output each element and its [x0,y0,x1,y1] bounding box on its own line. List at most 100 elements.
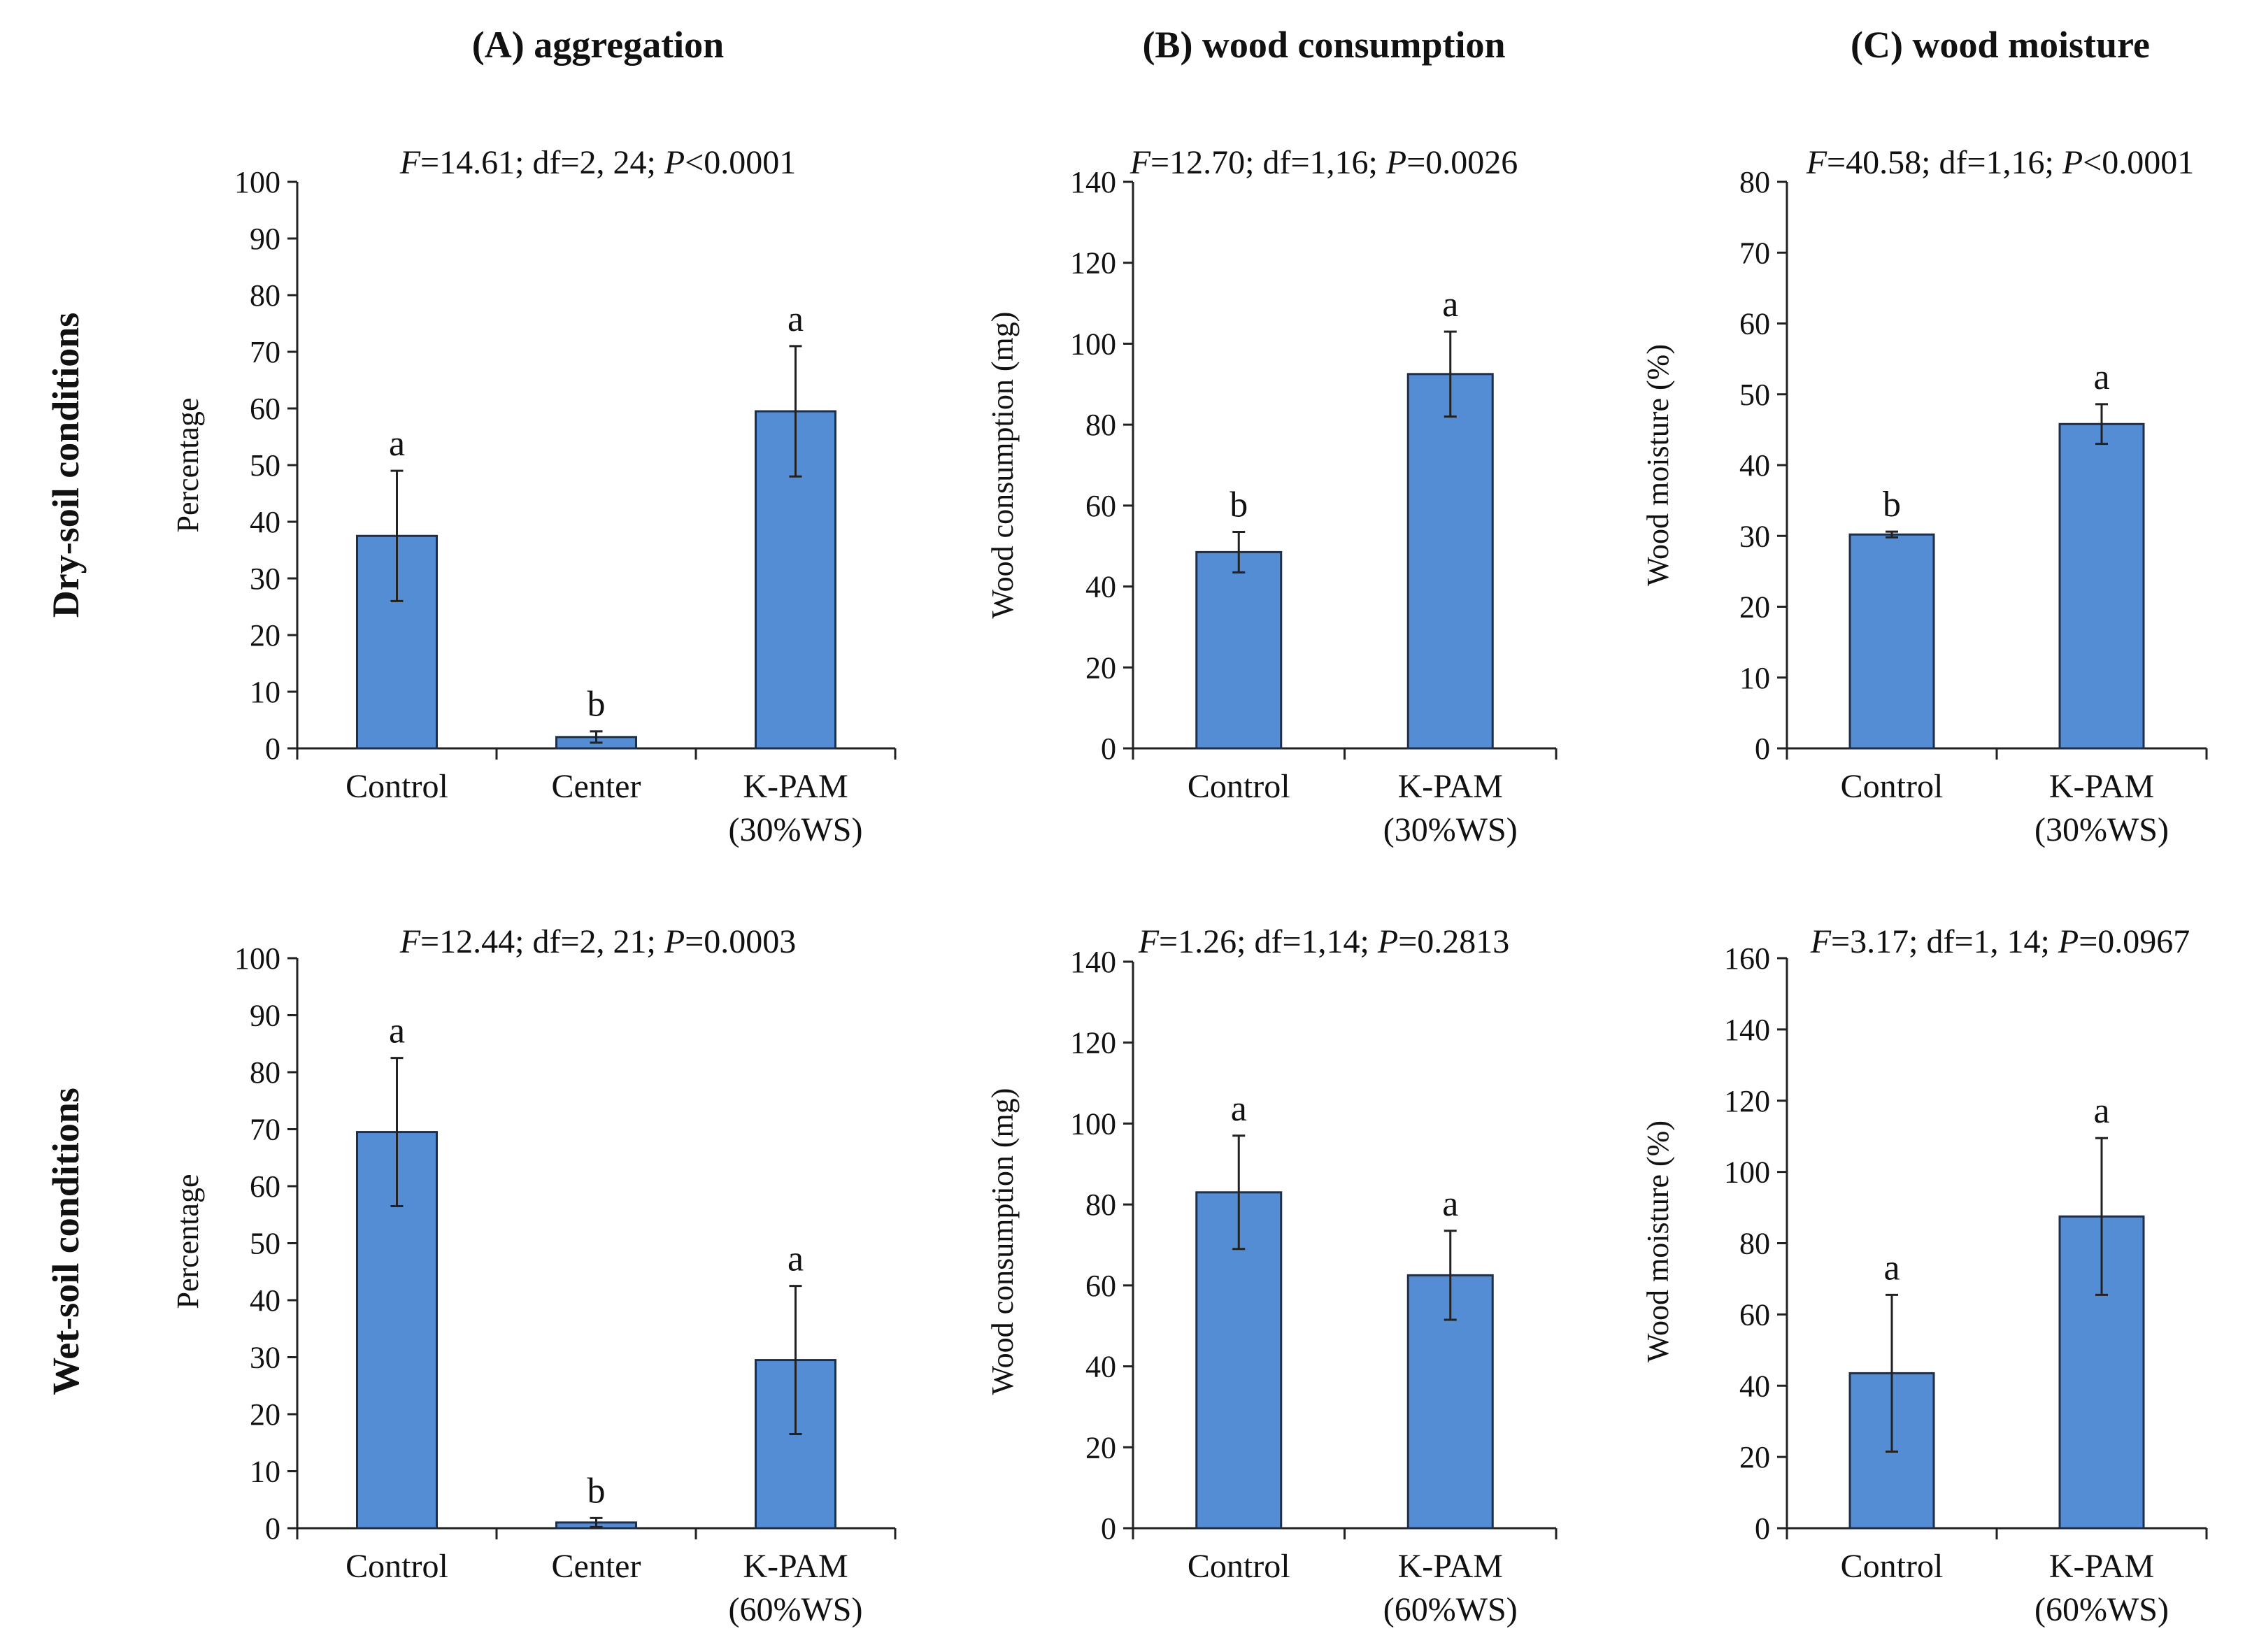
column-title-c: (C) wood moisture [1851,24,2150,66]
stats-value: 3.17 [1850,923,1909,960]
x-tick-label: K-PAM [1398,1548,1503,1585]
y-tick-label: 0 [1101,1511,1116,1546]
y-tick-label: 20 [1085,1430,1116,1465]
y-tick-label: 60 [1739,307,1770,341]
stats-value: 1,16 [1986,144,2045,181]
y-tick-label: 20 [1739,590,1770,625]
stats-label: = [1831,923,1850,960]
stats-value: 1,16 [1310,144,1369,181]
panel-C-dry: F=40.58; df=1,16; P<0.0001 Wood moisture … [1641,144,2208,848]
x-tick-label: K-PAM [2049,1548,2154,1585]
y-tick-label: 100 [1070,327,1116,361]
significance-letter: a [788,1239,804,1279]
x-tick-label: Control [345,768,448,805]
stats-value: 0.0001 [2102,144,2194,181]
y-tick-label: 120 [1070,1026,1116,1060]
significance-letter: b [1883,485,1901,525]
y-tick-label: 60 [1085,489,1116,523]
y-tick-label: 100 [234,941,280,976]
y-tick-label: 40 [1085,570,1116,604]
y-tick-label: 50 [250,1227,280,1261]
y-tick-label: 70 [1739,236,1770,270]
stats-value: 0.0026 [1425,144,1518,181]
y-axis-label: Wood moisture (%) [1641,1120,1675,1362]
stats-text: F=12.44; df=2, 21; P=0.0003 [399,923,797,960]
stats-label: = [420,923,439,960]
y-tick-label: 140 [1070,165,1116,199]
x-tick-label: (30%WS) [2034,811,2169,848]
significance-letter: b [1230,485,1248,525]
bar [1195,550,1283,750]
x-tick-label: Control [1188,1548,1290,1585]
stats-value: 0.0967 [2097,923,2190,960]
stats-value: = [2079,923,2097,960]
x-tick-label: (60%WS) [729,1591,863,1628]
stats-label: ; df= [1921,144,1986,181]
stats-label: ; df= [515,923,579,960]
stats-value: = [685,923,704,960]
stats-value: 0.0003 [704,923,796,960]
panels: F=14.61; df=2, 24; P<0.0001 Percentage 0 10… [171,144,2208,1628]
x-tick-label: Center [552,768,641,805]
stats-label: = [1159,923,1178,960]
stats-label: F [1130,144,1151,181]
significance-letter: b [587,685,606,725]
y-tick-label: 80 [250,1055,280,1090]
y-tick-label: 0 [265,1511,280,1546]
stats-value: = [1398,923,1417,960]
y-tick-label: 160 [1724,941,1770,976]
stats-label: ; [2041,923,2058,960]
y-tick-label: 80 [1739,165,1770,199]
stats-label: P [2058,923,2079,960]
x-tick-label: K-PAM [743,1548,848,1585]
x-tick-label: Control [345,1548,448,1585]
y-tick-label: 80 [1739,1227,1770,1261]
y-tick-label: 90 [250,999,280,1033]
significance-letter: a [788,299,804,339]
stats-text: F=12.70; df=1,16; P=0.0026 [1130,144,1518,181]
significance-letter: a [1442,285,1458,325]
x-tick-label: Control [1188,768,1290,805]
stats-label: F [399,144,421,181]
y-tick-label: 60 [1085,1269,1116,1303]
y-tick-label: 30 [250,1341,280,1375]
stats-label: F [1138,923,1160,960]
y-tick-label: 100 [234,165,280,199]
stats-text: F=14.61; df=2, 24; P<0.0001 [399,144,797,181]
y-tick-label: 40 [1085,1350,1116,1384]
stats-value: 1.26 [1178,923,1237,960]
stats-label: ; df= [1909,923,1973,960]
x-tick-label: (60%WS) [2034,1591,2169,1628]
y-tick-label: 80 [250,278,280,313]
x-tick-label: K-PAM [2049,768,2154,805]
y-tick-label: 40 [250,505,280,539]
y-tick-label: 140 [1724,1013,1770,1047]
significance-letter: a [1883,1248,1900,1288]
stats-label: ; df= [1237,923,1301,960]
stats-label: P [664,923,685,960]
y-tick-label: 0 [1755,1511,1770,1546]
y-tick-label: 60 [250,392,280,426]
column-title-a: (A) aggregation [472,24,724,66]
y-tick-label: 0 [1101,732,1116,766]
stats-label: ; [647,144,664,181]
stats-label: ; df= [1245,144,1309,181]
x-tick-label: K-PAM [743,768,848,805]
stats-value: 1, 14 [1974,923,2041,960]
x-tick-label: Control [1841,768,1944,805]
bar [2058,422,2145,750]
y-axis-label: Percentage [171,398,205,533]
x-tick-label: (30%WS) [1383,811,1518,848]
y-tick-label: 100 [1070,1106,1116,1141]
stats-value: 0.2813 [1417,923,1509,960]
y-tick-label: 60 [250,1169,280,1204]
x-tick-label: (30%WS) [729,811,863,848]
y-tick-label: 0 [265,732,280,766]
x-tick-label: Control [1841,1548,1944,1585]
y-tick-label: 20 [1085,650,1116,685]
stats-label: ; [647,923,664,960]
stats-label: ; df= [515,144,579,181]
y-tick-label: 120 [1070,246,1116,280]
stats-label: F [1810,923,1832,960]
